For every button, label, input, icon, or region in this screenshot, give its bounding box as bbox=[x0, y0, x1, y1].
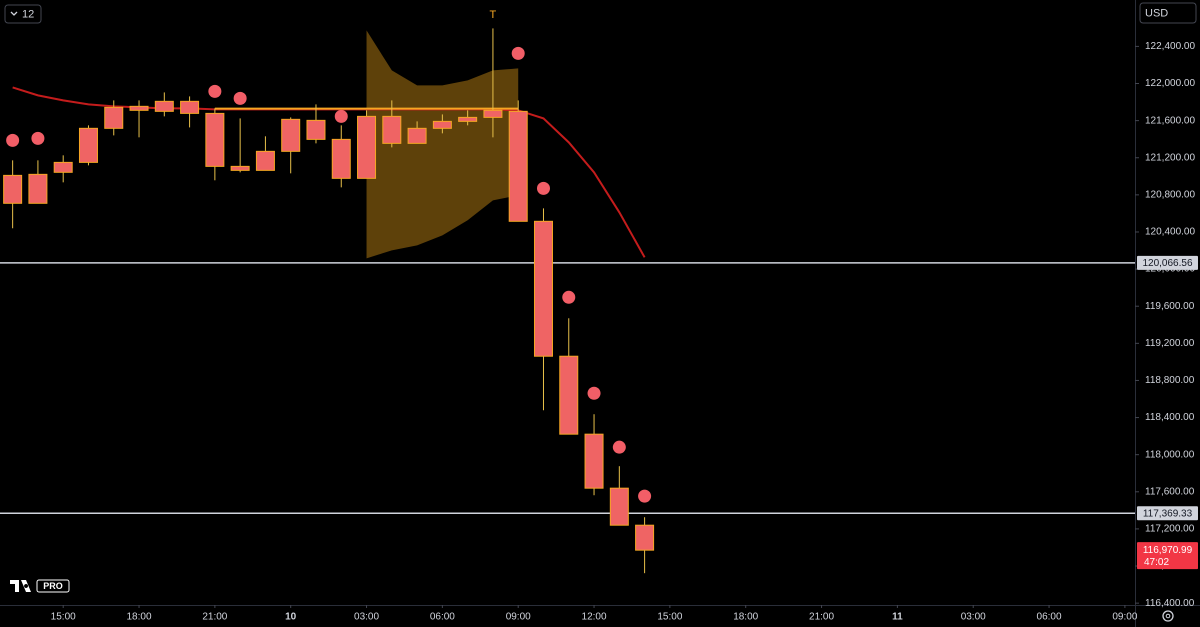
candle-body bbox=[559, 355, 579, 435]
signal-dot bbox=[233, 91, 247, 105]
candle-body bbox=[154, 100, 174, 112]
x-tick-label: 03:00 bbox=[354, 612, 379, 623]
x-tick-label: 18:00 bbox=[733, 612, 758, 623]
candle-body bbox=[129, 105, 149, 111]
x-tick-label: 09:00 bbox=[506, 612, 531, 623]
range-band bbox=[366, 30, 519, 259]
signal-dot bbox=[638, 489, 652, 503]
signal-dot bbox=[31, 131, 45, 145]
candle-body bbox=[357, 115, 377, 179]
x-tick-label: 15:00 bbox=[657, 612, 682, 623]
y-tick-label: 122,000.00 bbox=[1145, 78, 1195, 89]
candle-body bbox=[53, 161, 73, 173]
candle-body bbox=[281, 118, 301, 152]
annotation: T bbox=[490, 9, 497, 21]
candle-body bbox=[508, 110, 528, 222]
candle-body bbox=[407, 127, 427, 144]
settings-icon-core bbox=[1165, 613, 1171, 619]
signal-dot bbox=[536, 181, 550, 195]
x-tick-label: 09:00 bbox=[1112, 612, 1137, 623]
y-tick-label: 117,200.00 bbox=[1145, 524, 1195, 535]
interval-label: 12 bbox=[22, 8, 34, 20]
candle-body bbox=[483, 109, 503, 118]
interval-box[interactable] bbox=[4, 4, 42, 24]
signal-dot bbox=[334, 109, 348, 123]
y-tick-label: 118,000.00 bbox=[1145, 449, 1195, 460]
x-tick-label: 10 bbox=[285, 612, 297, 623]
currency-button[interactable]: USD bbox=[1139, 2, 1197, 24]
candle-body bbox=[78, 127, 98, 163]
signal-dot bbox=[208, 84, 222, 98]
y-tick-label: 118,400.00 bbox=[1145, 412, 1195, 423]
signal-dot bbox=[612, 440, 626, 454]
signal-dot bbox=[587, 386, 601, 400]
candle-body bbox=[230, 165, 250, 171]
x-tick-label: 11 bbox=[892, 612, 903, 623]
price-tag-label: 117,369.33 bbox=[1143, 508, 1193, 519]
price-tag bbox=[1137, 506, 1198, 521]
y-tick-label: 121,600.00 bbox=[1145, 115, 1195, 126]
currency-label: USD bbox=[1145, 7, 1168, 19]
y-tick-label: 120,800.00 bbox=[1145, 190, 1195, 201]
logo: PRO bbox=[10, 579, 70, 593]
x-tick-label: 06:00 bbox=[430, 612, 455, 623]
y-tick-label: 119,200.00 bbox=[1145, 338, 1195, 349]
candle-body bbox=[180, 100, 200, 114]
y-tick-label: 116,400.00 bbox=[1145, 598, 1195, 609]
candle-body bbox=[331, 138, 351, 179]
signal-dot bbox=[562, 290, 576, 304]
interval-button[interactable]: 12 bbox=[4, 4, 42, 24]
currency-box[interactable] bbox=[1139, 2, 1197, 24]
candle-body bbox=[3, 174, 23, 204]
candle-body bbox=[533, 220, 553, 357]
last-price-label: 116,970.99 bbox=[1143, 545, 1193, 556]
candle-body bbox=[458, 116, 478, 122]
candle-body bbox=[609, 487, 629, 526]
x-tick-label: 21:00 bbox=[809, 612, 834, 623]
candle-body bbox=[28, 173, 48, 204]
y-tick-label: 121,200.00 bbox=[1145, 152, 1195, 163]
last-price-tag bbox=[1137, 542, 1198, 570]
signal-dot bbox=[6, 133, 20, 147]
price-tag bbox=[1137, 255, 1198, 270]
y-tick-label: 119,600.00 bbox=[1145, 301, 1195, 312]
candle-body bbox=[205, 112, 225, 167]
y-tick-label: 120,400.00 bbox=[1145, 227, 1195, 238]
signal-dot bbox=[511, 46, 525, 60]
settings-button[interactable] bbox=[1162, 610, 1174, 622]
y-tick-label: 122,400.00 bbox=[1145, 41, 1195, 52]
logo-text: PRO bbox=[43, 581, 63, 591]
candle-body bbox=[104, 106, 124, 129]
candle-body bbox=[584, 433, 604, 489]
y-tick-label: 118,800.00 bbox=[1145, 375, 1195, 386]
plot-area bbox=[0, 28, 1135, 574]
x-tick-label: 18:00 bbox=[127, 612, 152, 623]
x-tick-label: 21:00 bbox=[202, 612, 227, 623]
x-tick-label: 06:00 bbox=[1037, 612, 1062, 623]
candle-body bbox=[255, 150, 275, 171]
candle-body bbox=[306, 119, 326, 140]
price-tag-label: 120,066.56 bbox=[1142, 258, 1192, 269]
candle-body bbox=[432, 120, 452, 129]
candle-body bbox=[635, 524, 655, 551]
logo-badge bbox=[36, 579, 70, 593]
x-tick-label: 12:00 bbox=[582, 612, 607, 623]
candle-body bbox=[382, 115, 402, 144]
chevron-icon bbox=[10, 11, 18, 16]
y-tick-label: 117,600.00 bbox=[1145, 486, 1195, 497]
countdown-label: 47:02 bbox=[1144, 557, 1169, 568]
settings-icon[interactable] bbox=[1162, 610, 1174, 622]
x-tick-label: 15:00 bbox=[51, 612, 76, 623]
x-tick-label: 03:00 bbox=[961, 612, 986, 623]
logo-mark bbox=[10, 580, 31, 592]
